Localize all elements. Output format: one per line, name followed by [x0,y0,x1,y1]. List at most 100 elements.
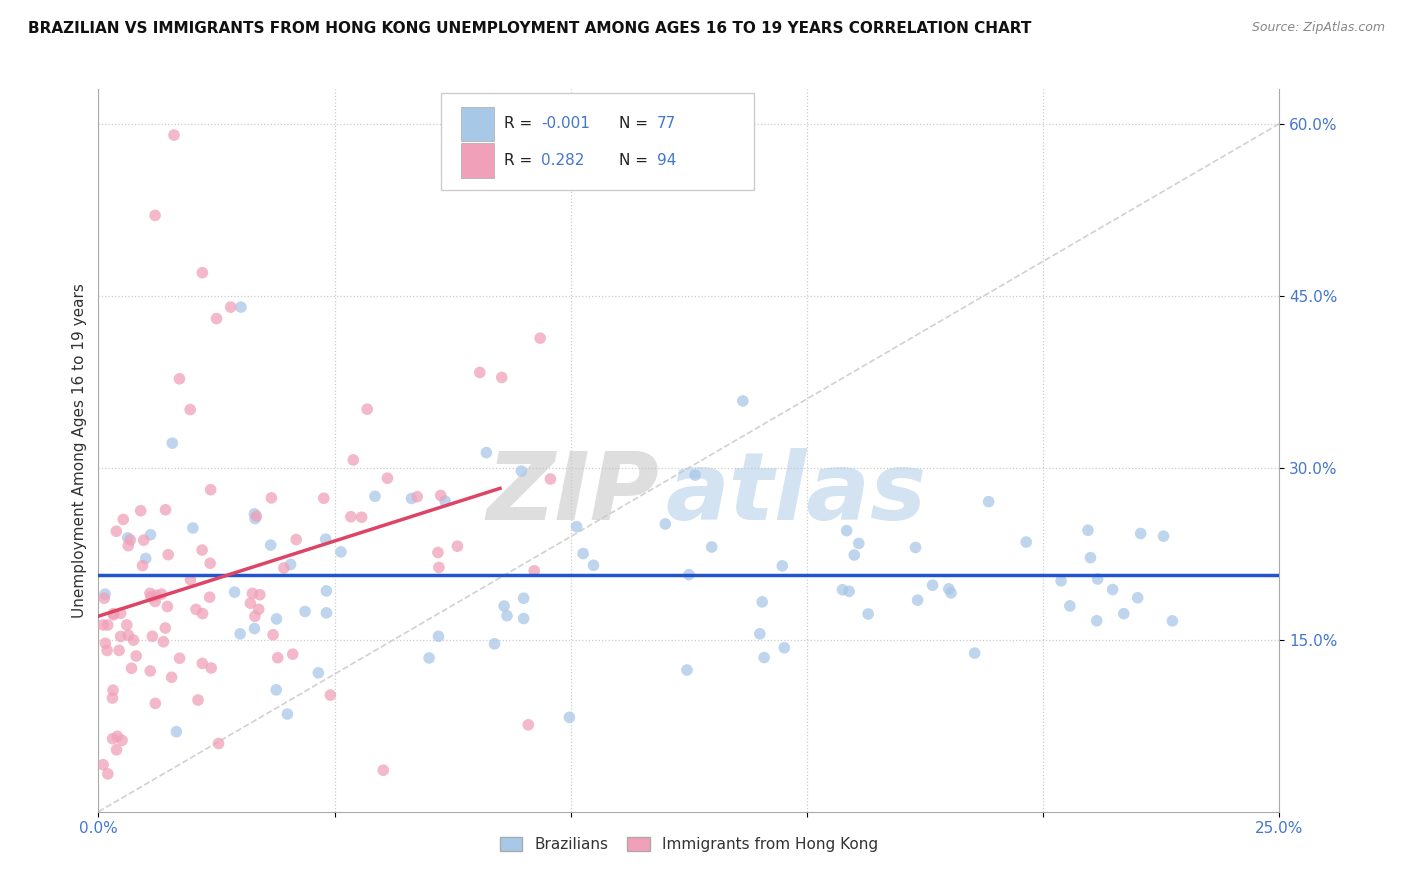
Point [342,453,364,467]
Point [517,718,540,732]
Point [229,627,252,641]
Point [494,599,516,613]
Point [512,611,534,625]
Point [103,607,125,622]
Point [426,545,449,559]
Point [260,491,283,505]
Point [683,468,706,483]
Text: N =: N = [619,116,654,131]
Point [224,585,246,599]
Point [307,665,329,680]
Point [907,593,929,607]
Point [156,599,179,614]
Point [373,763,395,777]
Point [169,651,191,665]
Text: 77: 77 [657,116,676,131]
Point [205,311,228,326]
Point [273,561,295,575]
Point [243,609,266,624]
Point [243,507,266,521]
Point [91,618,114,632]
Point [446,539,468,553]
Point [191,266,214,280]
Text: R =: R = [503,153,537,169]
Point [773,640,796,655]
Point [191,607,214,621]
Point [93,591,115,606]
Point [131,558,153,573]
Point [835,524,858,538]
Point [162,436,184,450]
Point [219,300,242,314]
Point [145,588,167,602]
Point [110,629,132,643]
Point [239,596,262,610]
Point [125,648,148,663]
Point [401,491,423,506]
Point [139,590,162,604]
Point [139,664,162,678]
Point [350,510,373,524]
Point [484,637,506,651]
Point [179,402,201,417]
Point [770,558,793,573]
Point [1153,529,1175,543]
Y-axis label: Unemployment Among Ages 16 to 19 years: Unemployment Among Ages 16 to 19 years [72,283,87,618]
Point [582,558,605,573]
Point [538,472,561,486]
Point [510,464,533,478]
Text: BRAZILIAN VS IMMIGRANTS FROM HONG KONG UNEMPLOYMENT AMONG AGES 16 TO 19 YEARS CO: BRAZILIAN VS IMMIGRANTS FROM HONG KONG U… [28,21,1032,36]
Point [340,509,363,524]
Point [97,767,120,781]
Point [1126,591,1149,605]
Point [165,724,187,739]
Point [529,331,551,345]
Point [1161,614,1184,628]
Point [200,483,222,497]
Point [1015,535,1038,549]
FancyBboxPatch shape [461,144,494,178]
Point [678,567,700,582]
Text: R =: R = [503,116,537,131]
Text: 0.282: 0.282 [541,153,585,169]
Point [143,594,166,608]
Point [418,651,440,665]
Point [249,588,271,602]
Point [848,536,870,550]
Point [748,627,770,641]
Point [105,524,128,539]
Point [572,547,595,561]
Point [752,650,775,665]
Point [143,208,166,222]
Point [312,491,335,506]
Point [496,608,519,623]
Point [108,643,131,657]
Point [122,633,145,648]
Point [143,697,166,711]
Point [243,511,266,525]
Point [260,538,283,552]
Point [1080,550,1102,565]
Point [264,682,287,697]
Point [139,527,162,541]
Point [280,558,302,572]
Point [512,591,534,606]
Legend: Brazilians, Immigrants from Hong Kong: Brazilians, Immigrants from Hong Kong [494,830,884,858]
Point [160,670,183,684]
Point [356,402,378,417]
Point [117,539,139,553]
Point [654,516,676,531]
Text: Source: ZipAtlas.com: Source: ZipAtlas.com [1251,21,1385,34]
Point [319,688,342,702]
Point [856,607,879,621]
FancyBboxPatch shape [461,106,494,141]
Point [427,560,450,574]
Point [200,661,222,675]
Point [315,606,337,620]
Point [281,647,304,661]
Text: N =: N = [619,153,654,169]
Point [94,636,117,650]
Text: atlas: atlas [665,448,927,540]
Point [191,657,214,671]
Point [117,628,139,642]
